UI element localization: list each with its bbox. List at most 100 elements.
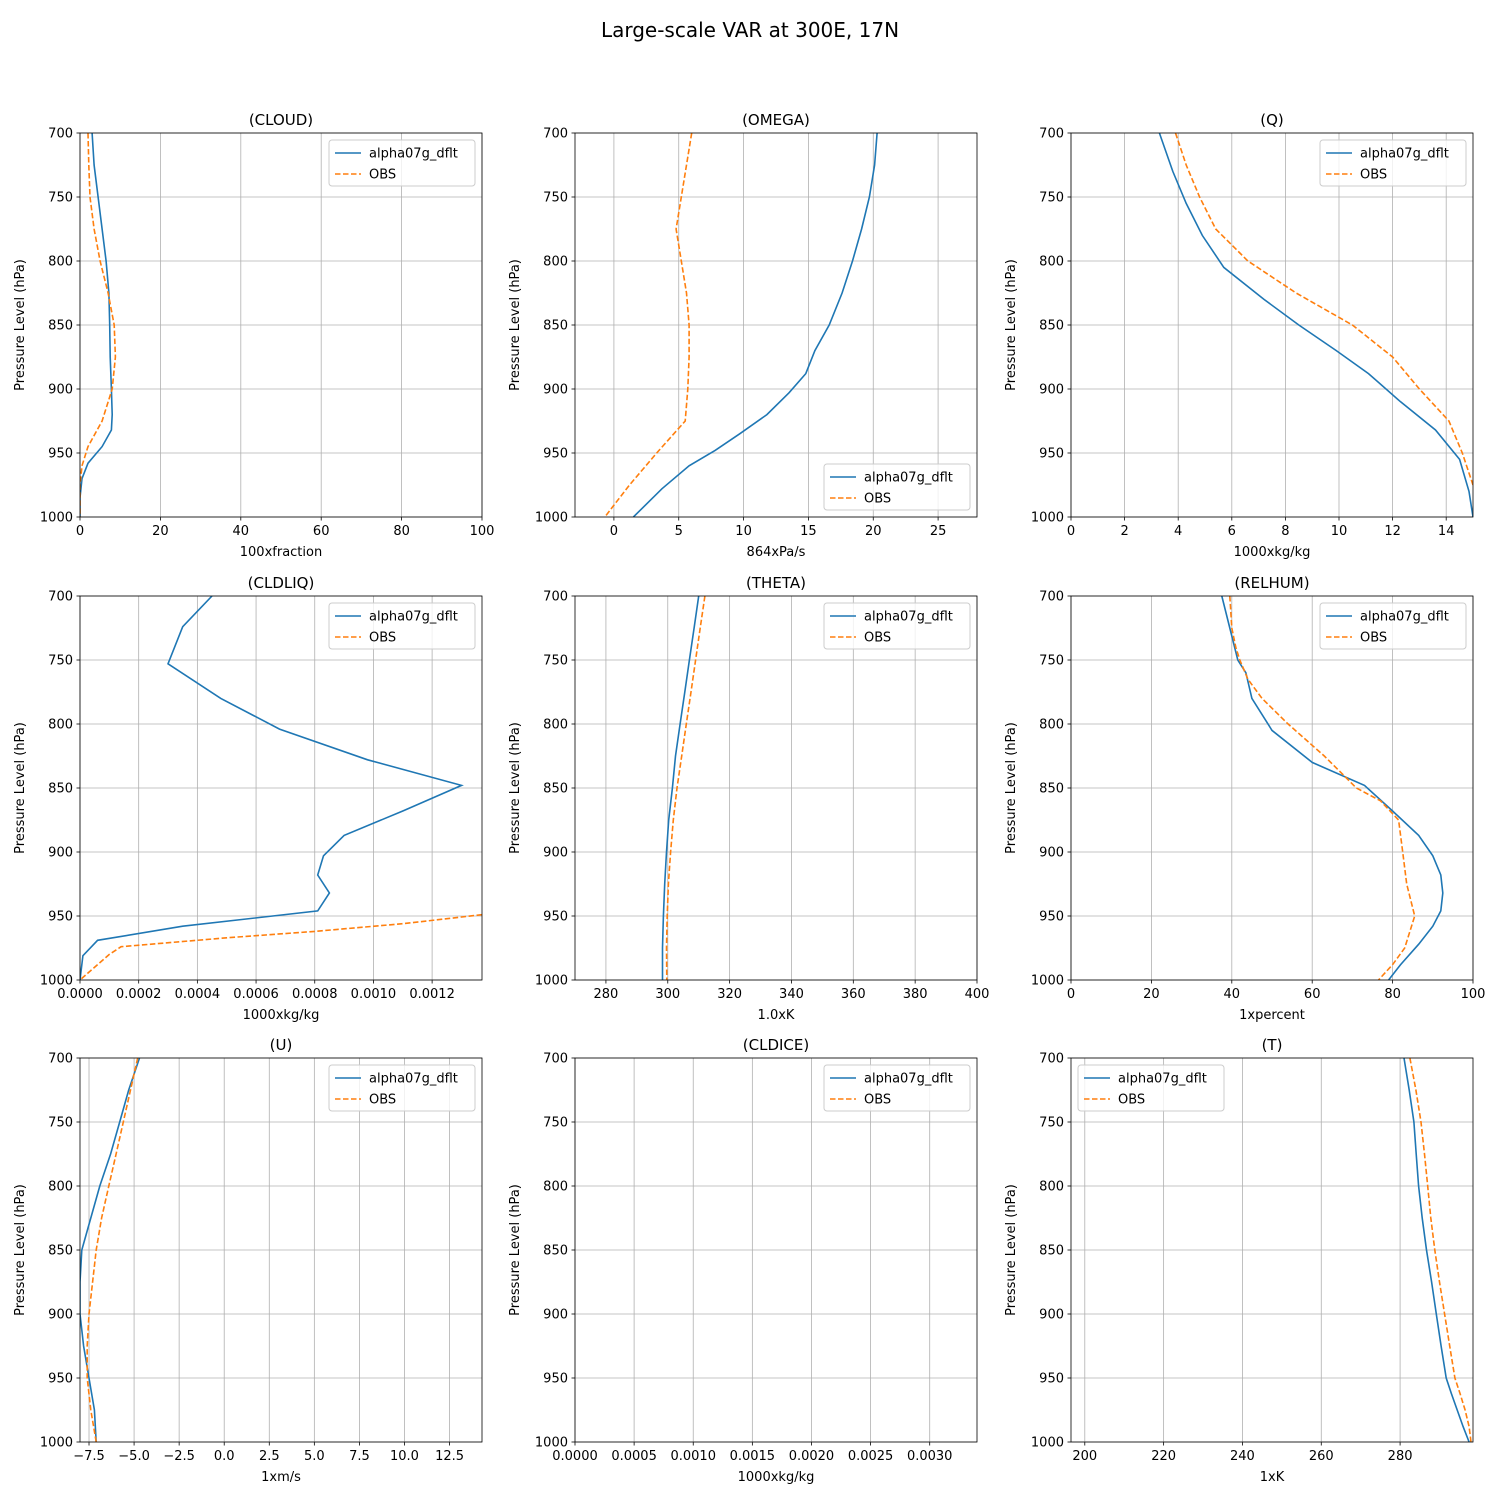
legend-box [328,139,476,187]
y-tick-label: 950 [1039,910,1064,925]
legend-box [823,1064,971,1112]
y-tick-label: 700 [48,1052,73,1067]
x-tick-label: 25 [930,524,947,539]
x-tick-label: 400 [965,987,990,1002]
x-tick-label: 0 [1067,524,1075,539]
legend-box [823,602,971,650]
legend-label: alpha07g_dflt [864,610,953,625]
x-tick-label: 6 [1228,524,1236,539]
panel-title: (Q) [1260,111,1284,129]
x-axis-label: 1xpercent [1239,1008,1305,1023]
legend: alpha07g_dflt OBS [328,139,476,187]
x-tick-label: 0.0008 [292,987,338,1002]
y-axis-label: Pressure Level (hPa) [13,722,28,854]
panel-title: (THETA) [746,574,806,592]
series-line-obs [1409,1058,1472,1442]
y-tick-label: 800 [543,255,568,270]
panel-title: (CLDICE) [743,1036,809,1054]
legend-label: alpha07g_dflt [1360,147,1449,162]
x-tick-label: 0.0000 [57,987,103,1002]
y-tick-label: 1000 [1031,511,1064,526]
x-tick-label: 220 [1151,1449,1176,1464]
legend: alpha07g_dflt OBS [328,1064,476,1112]
x-tick-label: 280 [594,987,619,1002]
x-tick-label: 4 [1174,524,1182,539]
axes-frame [79,1057,483,1443]
panel-theta: 280 300 320 340 360 380 400 700 750 800 850 900 950 1… [508,574,989,1023]
x-tick-label: 0.0030 [907,1449,953,1464]
y-tick-label: 950 [48,1372,73,1387]
series-line-model [661,596,700,980]
series-line-model [632,133,878,517]
series-line-model [80,133,114,517]
y-tick-label: 950 [1039,447,1064,462]
x-tick-label: 60 [313,524,330,539]
y-tick-label: 850 [543,1244,568,1259]
x-tick-label: 0.0010 [670,1449,716,1464]
x-tick-label: 20 [1143,987,1160,1002]
x-tick-label: 0 [610,524,618,539]
legend-box [328,1064,476,1112]
y-tick-label: 950 [543,910,568,925]
x-tick-label: 300 [655,987,680,1002]
x-tick-label: 5.0 [304,1449,325,1464]
legend-label: alpha07g_dflt [1360,610,1449,625]
legend-label: OBS [864,631,891,646]
panel-cldliq: 0.0000 0.0002 0.0004 0.0006 0.0008 0.0010 0.00… [13,574,483,1023]
panel-title: (CLOUD) [249,111,313,129]
x-tick-label: 0.0025 [848,1449,894,1464]
x-tick-label: 10 [735,524,752,539]
axes-frame [79,132,483,518]
y-tick-label: 1000 [535,1436,568,1451]
panel-q: 0 2 4 6 8 10 12 14 700 750 800 850 900 950 1000 (Q) 1000… [1004,111,1474,560]
legend-box [328,602,476,650]
y-tick-label: 800 [1039,718,1064,733]
x-tick-label: 100 [1461,987,1486,1002]
legend-box [1319,139,1467,187]
x-tick-label: 0.0012 [409,987,455,1002]
y-tick-label: 750 [543,191,568,206]
x-tick-label: 240 [1230,1449,1255,1464]
y-tick-label: 950 [1039,1372,1064,1387]
panel-cloud: 0 20 40 60 80 100 700 750 800 850 900 950 1000 (CLOUD… [13,111,494,560]
x-tick-label: 320 [717,987,742,1002]
x-tick-label: 0.0015 [730,1449,776,1464]
legend-label: alpha07g_dflt [369,610,458,625]
y-tick-label: 950 [48,910,73,925]
panel-title: (RELHUM) [1234,574,1309,592]
y-tick-label: 1000 [1031,974,1064,989]
series-line-model [80,596,464,980]
y-tick-label: 850 [48,782,73,797]
panel-t: 200 220 240 260 280 700 750 800 850 900 950 1000 (T)… [1004,1036,1474,1485]
legend: alpha07g_dflt OBS [823,463,971,511]
series-line-model [1403,1058,1470,1442]
x-tick-label: 200 [1072,1449,1097,1464]
panel-title: (CLDLIQ) [248,574,315,592]
series-line-model [1158,133,1473,517]
x-tick-label: 12.5 [435,1449,464,1464]
y-tick-label: 700 [543,590,568,605]
y-tick-label: 750 [543,1116,568,1131]
axes-frame [1070,595,1474,981]
y-tick-label: 800 [48,255,73,270]
x-tick-label: 260 [1309,1449,1334,1464]
y-tick-label: 750 [1039,191,1064,206]
y-tick-label: 750 [1039,654,1064,669]
y-tick-label: 950 [543,1372,568,1387]
x-tick-label: 0.0010 [351,987,397,1002]
x-tick-label: 8 [1281,524,1289,539]
x-tick-label: 10.0 [390,1449,419,1464]
legend-label: alpha07g_dflt [864,1072,953,1087]
axes-frame [574,132,978,518]
x-tick-label: 340 [779,987,804,1002]
x-tick-label: 14 [1438,524,1455,539]
y-axis-label: Pressure Level (hPa) [13,1184,28,1316]
axes-frame [574,595,978,981]
x-tick-label: 80 [393,524,410,539]
panel-relhum: 0 20 40 60 80 100 700 750 800 850 900 950 1000 (RELHU… [1004,574,1485,1023]
y-tick-label: 700 [1039,127,1064,142]
y-tick-label: 1000 [40,974,73,989]
x-tick-label: 0 [1067,987,1075,1002]
x-tick-label: 15 [800,524,817,539]
